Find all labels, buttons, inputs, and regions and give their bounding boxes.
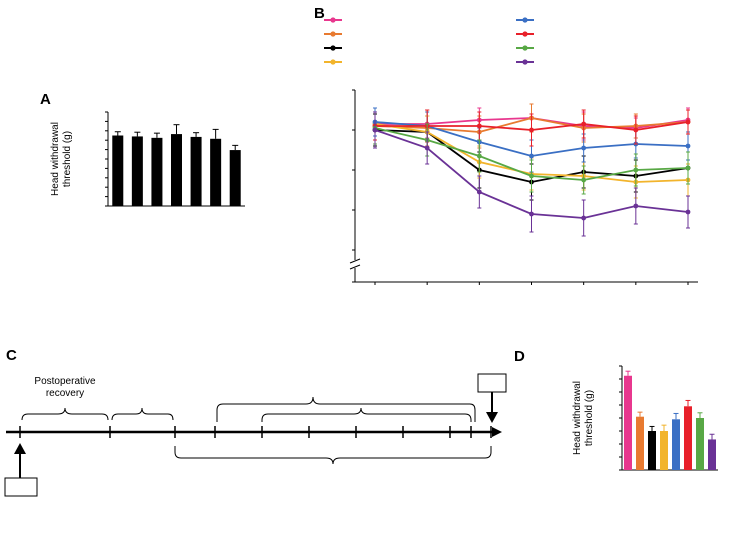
bracket-e2 (261, 407, 472, 422)
data-point (633, 167, 639, 173)
data-point (581, 215, 587, 221)
data-point (685, 165, 691, 171)
panel-c-timeline: Postoperative recovery (4, 373, 507, 497)
data-point (476, 153, 482, 159)
ovx-arrowhead (14, 443, 26, 454)
bar (131, 136, 143, 206)
bracket-appease (111, 407, 174, 421)
data-point (372, 127, 378, 133)
bar (648, 431, 656, 470)
bar (624, 375, 632, 470)
panel-label-c: C (6, 347, 17, 364)
glu-arrowhead (486, 412, 498, 423)
data-point (633, 127, 639, 133)
legend-marker (522, 45, 528, 51)
glu-box (477, 373, 507, 393)
legend-marker (330, 45, 336, 51)
legend-marker (522, 59, 528, 65)
data-point (581, 145, 587, 151)
data-point (581, 121, 587, 127)
data-point (529, 153, 534, 159)
timeline-arrowhead (492, 427, 502, 437)
panel-b-chart (324, 17, 698, 285)
data-point (581, 177, 587, 183)
bar (696, 418, 704, 470)
ovx-box (4, 477, 38, 497)
legend-marker (330, 59, 336, 65)
data-point (685, 119, 691, 125)
data-point (685, 143, 691, 149)
axis-break (349, 264, 361, 270)
panel-label-b: B (314, 5, 325, 22)
postoperative-label-line: recovery (46, 388, 84, 399)
panel-d-chart: Head withdrawalthreshold (g) (572, 365, 718, 471)
postoperative-label: Postoperative recovery (34, 376, 96, 399)
data-point (424, 145, 430, 151)
data-point (529, 127, 534, 133)
y-axis-title: Head withdrawalthreshold (g) (572, 381, 595, 455)
bracket-postoperative (21, 407, 109, 421)
data-point (476, 189, 482, 195)
bar (151, 137, 163, 206)
y-axis-title-line: threshold (g) (584, 390, 595, 446)
legend-marker (330, 17, 336, 23)
bar (684, 406, 692, 470)
y-axis-title-line: threshold (g) (62, 131, 73, 187)
bar (171, 134, 182, 206)
axis-break (349, 258, 361, 264)
panel-a-chart: Head withdrawalthreshold (g) (50, 111, 245, 207)
legend-marker (522, 31, 528, 37)
bar (112, 135, 124, 206)
postoperative-label-line: Postoperative (34, 376, 96, 387)
panel-label-d: D (514, 348, 525, 365)
bracket-gen (216, 396, 476, 422)
bar (229, 150, 241, 206)
legend-marker (330, 31, 336, 37)
bar (190, 136, 202, 206)
data-point (529, 211, 534, 217)
y-axis-title-line: Head withdrawal (572, 381, 583, 455)
y-axis-title-line: Head withdrawal (50, 122, 61, 196)
bar (636, 416, 644, 470)
panel-label-a: A (40, 91, 51, 108)
data-point (529, 173, 534, 179)
bar (660, 431, 668, 470)
bar (672, 419, 680, 470)
data-point (633, 203, 639, 209)
bar (210, 138, 222, 206)
data-point (685, 209, 691, 215)
data-point (476, 123, 482, 129)
bracket-measurement (174, 446, 492, 465)
legend-marker (522, 17, 528, 23)
bar (708, 439, 716, 470)
y-axis-title: Head withdrawalthreshold (g) (50, 122, 73, 196)
